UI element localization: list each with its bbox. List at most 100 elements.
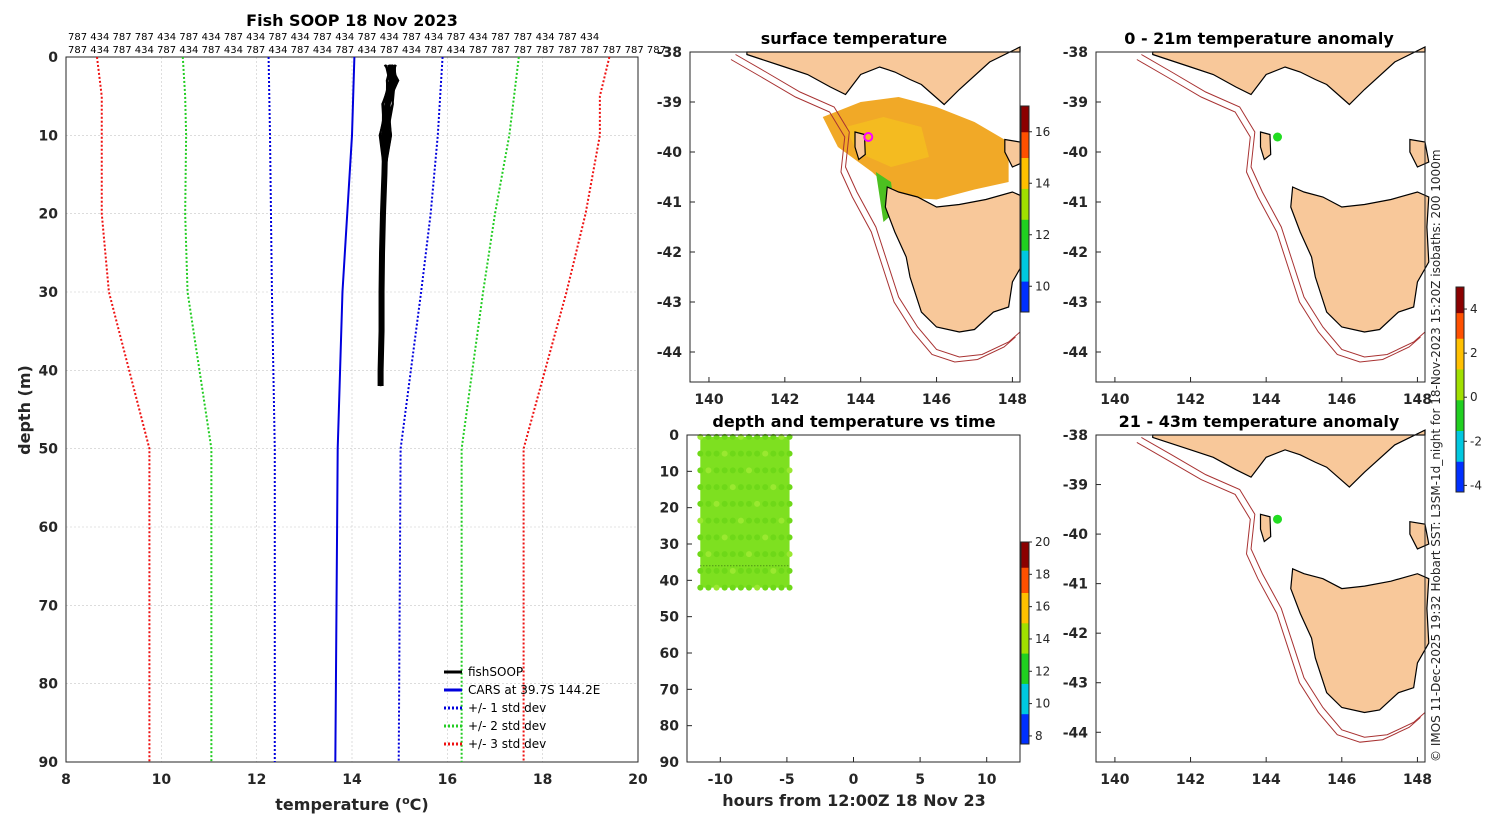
- isobath-200m: [1141, 54, 1426, 358]
- y-tick-label: -44: [657, 345, 683, 361]
- colorbar-segment: [1021, 126, 1029, 133]
- colorbar-segment: [1021, 567, 1029, 573]
- time-depth-plot: -10 -5 0 5 10 0 10 20 30 40 50 60 70 80 90 8 10 12 14 16 18 2…: [660, 428, 1051, 788]
- data-point: [745, 534, 752, 541]
- x-tick-label: 142: [1176, 772, 1205, 788]
- y-tick-label: 30: [660, 537, 680, 553]
- colorbar-segment: [1021, 239, 1029, 246]
- series-line: [522, 56, 611, 762]
- legend-label: +/- 1 std dev: [468, 701, 546, 715]
- data-point: [697, 467, 704, 474]
- colorbar-segment: [1021, 637, 1029, 644]
- y-tick-label: 0: [669, 428, 679, 444]
- data-point: [737, 517, 744, 524]
- data-point: [737, 534, 744, 541]
- colorbar-segment: [1021, 234, 1029, 241]
- y-tick-label: 70: [660, 682, 680, 698]
- colorbar-segment: [1456, 307, 1464, 314]
- data-point: [786, 467, 793, 474]
- data-point: [762, 484, 769, 491]
- data-point: [786, 567, 793, 574]
- colorbar-segment: [1021, 183, 1029, 189]
- x-tick-label: 142: [770, 392, 799, 408]
- data-point: [778, 551, 785, 558]
- data-point: [745, 517, 752, 524]
- x-tick-label: 8: [61, 772, 71, 788]
- data-point: [745, 551, 752, 558]
- colorbar-label: -2: [1470, 434, 1482, 448]
- data-point: [745, 567, 752, 574]
- colorbar-frame: [1455, 286, 1465, 493]
- data-point: [786, 551, 793, 558]
- colorbar-segment: [1456, 297, 1464, 303]
- profile-plot: 8 10 12 14 16 18 20 0 10 20 30 40 50 60 70 80 90 fishSOOP…: [39, 50, 648, 788]
- colorbar-label: 12: [1035, 228, 1050, 242]
- colorbar-frame: [1020, 541, 1030, 745]
- y-tick-label: -40: [657, 145, 683, 161]
- colorbar-segment: [1021, 178, 1029, 184]
- data-point: [786, 534, 793, 541]
- data-point: [705, 450, 712, 457]
- series-line: [334, 56, 356, 763]
- data-point: [705, 467, 712, 474]
- data-point: [762, 567, 769, 574]
- x-tick-label: 0: [849, 772, 859, 788]
- timeplot-xlabel: hours from 12:00Z 18 Nov 23: [722, 791, 985, 810]
- colorbar-segment: [1021, 219, 1029, 225]
- colorbar-segment: [1456, 451, 1464, 457]
- series-line: [95, 56, 151, 762]
- data-point: [729, 467, 736, 474]
- y-tick-label: 0: [48, 50, 58, 66]
- colorbar-frame: [1020, 105, 1030, 313]
- y-tick-label: -41: [657, 195, 682, 211]
- colorbar-segment: [1021, 718, 1029, 725]
- x-tick-label: 140: [1100, 392, 1129, 408]
- colorbar-segment: [1021, 188, 1029, 195]
- data-point: [745, 484, 752, 491]
- data-point: [737, 467, 744, 474]
- colorbar-segment: [1456, 486, 1464, 493]
- y-tick-label: -41: [1063, 195, 1088, 211]
- data-point: [697, 567, 704, 574]
- side-note: © IMOS 11-Dec-2025 19:32 Hobart SST: L3S…: [1429, 149, 1443, 762]
- data-point: [697, 484, 704, 491]
- map-frame: [1095, 51, 1426, 383]
- isobath-200m: [1141, 437, 1426, 738]
- colorbar-segment: [1021, 147, 1029, 153]
- mainland: [1152, 429, 1426, 488]
- data-point: [762, 551, 769, 558]
- colorbar-segment: [1456, 312, 1464, 319]
- colorbar-segment: [1021, 152, 1029, 158]
- data-point: [745, 500, 752, 507]
- data-point: [713, 584, 720, 591]
- flinders-island: [1004, 138, 1025, 168]
- isobath-1000m: [1136, 441, 1421, 743]
- colorbar-segment: [1021, 286, 1029, 292]
- colorbar-label: 20: [1035, 535, 1050, 549]
- colorbar-segment: [1021, 653, 1029, 659]
- colorbar-segment: [1021, 622, 1029, 629]
- colorbar-segment: [1021, 136, 1029, 143]
- colorbar-segment: [1021, 617, 1029, 624]
- x-tick-label: 146: [922, 392, 951, 408]
- data-point: [729, 517, 736, 524]
- x-tick-label: 10: [152, 772, 172, 788]
- colorbar-label: 16: [1035, 600, 1050, 614]
- x-tick-label: -5: [779, 772, 795, 788]
- mainland: [746, 46, 1021, 106]
- colorbar-segment: [1021, 121, 1029, 128]
- anom2-title: 21 - 43m temperature anomaly: [1119, 412, 1400, 431]
- y-tick-label: 70: [39, 598, 59, 614]
- data-point: [705, 484, 712, 491]
- data-point: [721, 534, 728, 541]
- colorbar-segment: [1021, 683, 1029, 689]
- data-point: [721, 584, 728, 591]
- timeplot-title: depth and temperature vs time: [712, 412, 995, 431]
- colorbar-segment: [1021, 632, 1029, 639]
- king-island: [854, 131, 866, 161]
- data-point: [745, 450, 752, 457]
- data-point: [786, 450, 793, 457]
- data-point: [786, 484, 793, 491]
- colorbar-label: 14: [1035, 176, 1050, 190]
- sst-map: 140 142 144 146 148 -38 -39 -40 -41 -42 -43 -44 10 12…: [657, 45, 1051, 408]
